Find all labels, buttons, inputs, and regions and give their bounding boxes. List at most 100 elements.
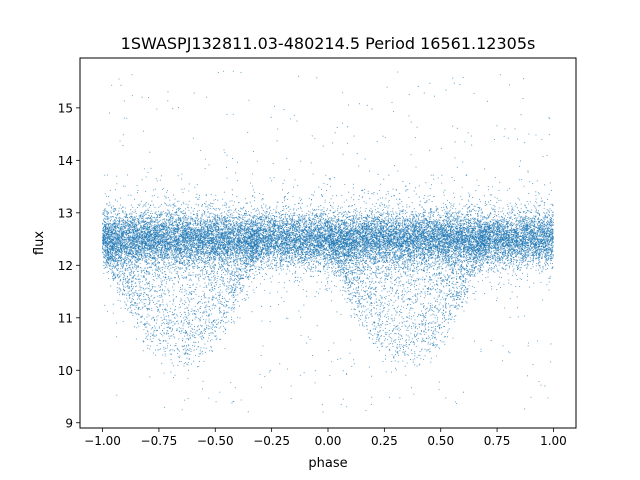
data-point	[507, 225, 508, 226]
data-point	[551, 260, 552, 261]
data-point	[361, 217, 362, 218]
data-point	[474, 210, 475, 211]
data-point	[396, 265, 397, 266]
data-point	[542, 300, 543, 301]
data-point	[195, 217, 196, 218]
data-point	[107, 211, 108, 212]
data-point	[406, 216, 407, 217]
data-point	[301, 255, 302, 256]
data-point	[237, 251, 238, 252]
data-point	[391, 267, 392, 268]
data-point	[115, 224, 116, 225]
data-point	[222, 239, 223, 240]
data-point	[116, 243, 117, 244]
data-point	[375, 209, 376, 210]
data-point	[127, 174, 128, 175]
data-point	[351, 271, 352, 272]
data-point	[427, 196, 428, 197]
data-point	[268, 233, 269, 234]
data-point	[457, 220, 458, 221]
data-point	[270, 268, 271, 269]
data-point	[485, 205, 486, 206]
data-point	[354, 258, 355, 259]
data-point	[454, 180, 455, 181]
data-point	[108, 264, 109, 265]
data-point	[178, 215, 179, 216]
data-point	[436, 242, 437, 243]
data-point	[353, 199, 354, 200]
data-point	[274, 243, 275, 244]
data-point	[181, 189, 182, 190]
data-point	[550, 182, 551, 183]
data-point	[209, 215, 210, 216]
data-point	[396, 267, 397, 268]
data-point	[220, 226, 221, 227]
data-point	[199, 197, 200, 198]
data-point	[275, 219, 276, 220]
data-point	[318, 293, 319, 294]
data-point	[387, 262, 388, 263]
data-point	[310, 276, 311, 277]
data-point	[204, 223, 205, 224]
data-point	[418, 263, 419, 264]
data-point	[341, 234, 342, 235]
data-point	[485, 258, 486, 259]
data-point	[448, 263, 449, 264]
data-point	[292, 196, 293, 197]
data-point	[332, 223, 333, 224]
data-point	[528, 264, 529, 265]
data-point	[262, 276, 263, 277]
data-point	[109, 260, 110, 261]
data-point	[286, 223, 287, 224]
data-point	[247, 203, 248, 204]
data-point	[538, 263, 539, 264]
data-point	[325, 200, 326, 201]
data-point	[507, 248, 508, 249]
data-point	[321, 238, 322, 239]
data-point	[445, 231, 446, 232]
data-point	[125, 222, 126, 223]
data-point	[154, 262, 155, 263]
data-point	[183, 247, 184, 248]
data-point	[169, 291, 170, 292]
data-point	[402, 284, 403, 285]
data-point	[407, 235, 408, 236]
data-point	[289, 219, 290, 220]
data-point	[201, 257, 202, 258]
data-point	[250, 215, 251, 216]
data-point	[355, 210, 356, 211]
data-point	[434, 261, 435, 262]
data-point	[193, 252, 194, 253]
data-point	[385, 298, 386, 299]
data-point	[170, 205, 171, 206]
data-point	[511, 232, 512, 233]
data-point	[422, 221, 423, 222]
data-point	[325, 231, 326, 232]
data-point	[326, 210, 327, 211]
data-point	[151, 228, 152, 229]
data-point	[444, 213, 445, 214]
data-point	[416, 194, 417, 195]
data-point	[181, 178, 182, 179]
data-point	[497, 297, 498, 298]
data-point	[136, 216, 137, 217]
data-point	[387, 248, 388, 249]
data-point	[183, 203, 184, 204]
data-point	[301, 208, 302, 209]
data-point	[385, 219, 386, 220]
data-point	[414, 267, 415, 268]
data-point	[230, 276, 231, 277]
data-point	[436, 208, 437, 209]
data-point	[410, 229, 411, 230]
data-point	[133, 219, 134, 220]
data-point	[271, 213, 272, 214]
data-point	[433, 216, 434, 217]
data-point	[430, 208, 431, 209]
data-point	[474, 235, 475, 236]
data-point	[118, 211, 119, 212]
data-point	[182, 192, 183, 193]
data-point	[347, 258, 348, 259]
data-point	[102, 236, 103, 237]
data-point	[408, 264, 409, 265]
data-point	[351, 278, 352, 279]
